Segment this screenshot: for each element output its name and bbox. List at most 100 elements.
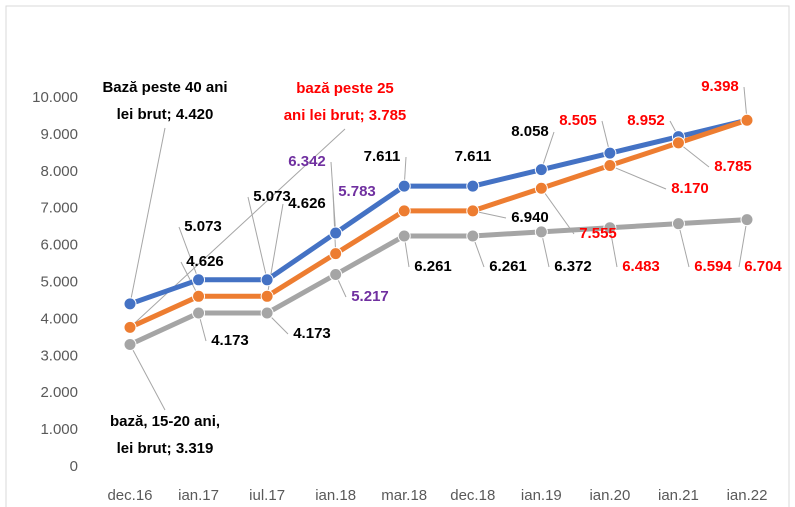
point	[329, 247, 343, 261]
data-label: 3.785	[369, 107, 407, 124]
x-tick-label: ian.19	[521, 487, 562, 504]
point	[740, 213, 754, 227]
series-line	[128, 217, 748, 347]
x-tick-label: iul.17	[249, 487, 285, 504]
series-callout: Bază peste 40 ani lei brut; 4.420	[102, 79, 227, 123]
data-label: 6.704	[744, 258, 782, 275]
data-label: 3.319	[176, 440, 214, 457]
series-callout: bază peste 25 ani lei brut; 3.785	[284, 80, 407, 124]
leader-line	[332, 191, 337, 254]
data-label: 7.555	[579, 225, 617, 242]
data-label: 5.073	[184, 218, 222, 235]
data-label: 8.505	[559, 112, 597, 129]
data-label: 8.170	[671, 180, 709, 197]
x-tick-label: dec.18	[450, 487, 495, 504]
data-label: 5.217	[351, 288, 389, 305]
point	[466, 179, 480, 193]
point	[397, 229, 411, 243]
data-label: 5.783	[338, 183, 376, 200]
data-label: 6.372	[554, 258, 592, 275]
point	[123, 338, 137, 352]
point	[329, 226, 343, 240]
series-line	[129, 117, 748, 307]
x-tick-label: dec.16	[107, 487, 152, 504]
x-tick-label: ian.17	[178, 487, 219, 504]
callout-line: bază peste 25	[296, 80, 394, 97]
leader-line	[540, 187, 575, 235]
point	[534, 163, 548, 177]
point	[671, 217, 685, 231]
point	[397, 204, 411, 218]
x-tick-label: ian.21	[658, 487, 699, 504]
point	[603, 159, 617, 173]
y-tick-label: 10.000	[32, 89, 78, 106]
callout-separator: ;	[167, 440, 176, 457]
point	[534, 181, 548, 195]
data-label: 6.594	[694, 258, 732, 275]
x-tick-label: ian.20	[589, 487, 630, 504]
series-callout: bază, 15-20 ani, lei brut; 3.319	[110, 413, 220, 457]
point	[671, 136, 685, 150]
data-label: 9.398	[701, 78, 739, 95]
data-label: 6.940	[511, 209, 549, 226]
point	[123, 297, 137, 311]
data-label: 8.952	[627, 112, 665, 129]
data-label: 6.342	[288, 153, 326, 170]
point	[123, 320, 137, 334]
y-tick-label: 1.000	[40, 421, 78, 438]
data-label: 6.483	[622, 258, 660, 275]
y-tick-label: 7.000	[40, 200, 78, 217]
leader-line	[178, 226, 200, 280]
callout-line: lei brut	[117, 106, 167, 123]
point	[192, 273, 206, 287]
x-tick-label: mar.18	[381, 487, 427, 504]
chart-frame	[5, 5, 790, 507]
leader-line	[129, 344, 166, 411]
series-line	[128, 117, 748, 330]
y-tick-label: 9.000	[40, 126, 78, 143]
data-label: 7.611	[455, 148, 492, 165]
leader-line	[540, 131, 555, 170]
point	[192, 306, 206, 320]
callout-line: lei brut	[117, 440, 167, 457]
callout-separator: ;	[360, 107, 369, 124]
point	[397, 179, 411, 193]
x-tick-label: ian.22	[727, 487, 768, 504]
point	[466, 204, 480, 218]
point	[260, 306, 274, 320]
callout-line: bază, 15-20 ani,	[110, 413, 220, 430]
y-tick-label: 6.000	[40, 237, 78, 254]
point	[192, 289, 206, 303]
data-label: 8.058	[511, 123, 549, 140]
leader-line	[738, 219, 748, 268]
leader-line	[609, 227, 618, 268]
leader-line	[129, 128, 346, 328]
point	[603, 146, 617, 160]
y-tick-label: 8.000	[40, 163, 78, 180]
data-label: 4.173	[211, 332, 249, 349]
data-label: 8.785	[714, 158, 752, 175]
y-tick-label: 0	[70, 458, 78, 475]
data-label: 4.626	[186, 253, 224, 270]
data-label: 6.261	[414, 258, 452, 275]
callout-line: Bază peste 40 ani	[102, 79, 227, 96]
point	[740, 113, 754, 127]
point	[260, 273, 274, 287]
point	[260, 289, 274, 303]
data-label: 7.611	[364, 148, 401, 165]
leader-line	[129, 127, 166, 304]
point	[534, 225, 548, 239]
y-tick-label: 4.000	[40, 310, 78, 327]
point	[329, 267, 343, 281]
y-tick-label: 3.000	[40, 347, 78, 364]
leader-line	[609, 165, 667, 190]
data-label: 6.261	[489, 258, 527, 275]
callout-line: ani lei brut	[284, 107, 360, 124]
point	[466, 229, 480, 243]
leader-line	[247, 196, 268, 280]
x-tick-label: ian.18	[315, 487, 356, 504]
data-label: 5.073	[253, 188, 291, 205]
point	[603, 221, 617, 235]
